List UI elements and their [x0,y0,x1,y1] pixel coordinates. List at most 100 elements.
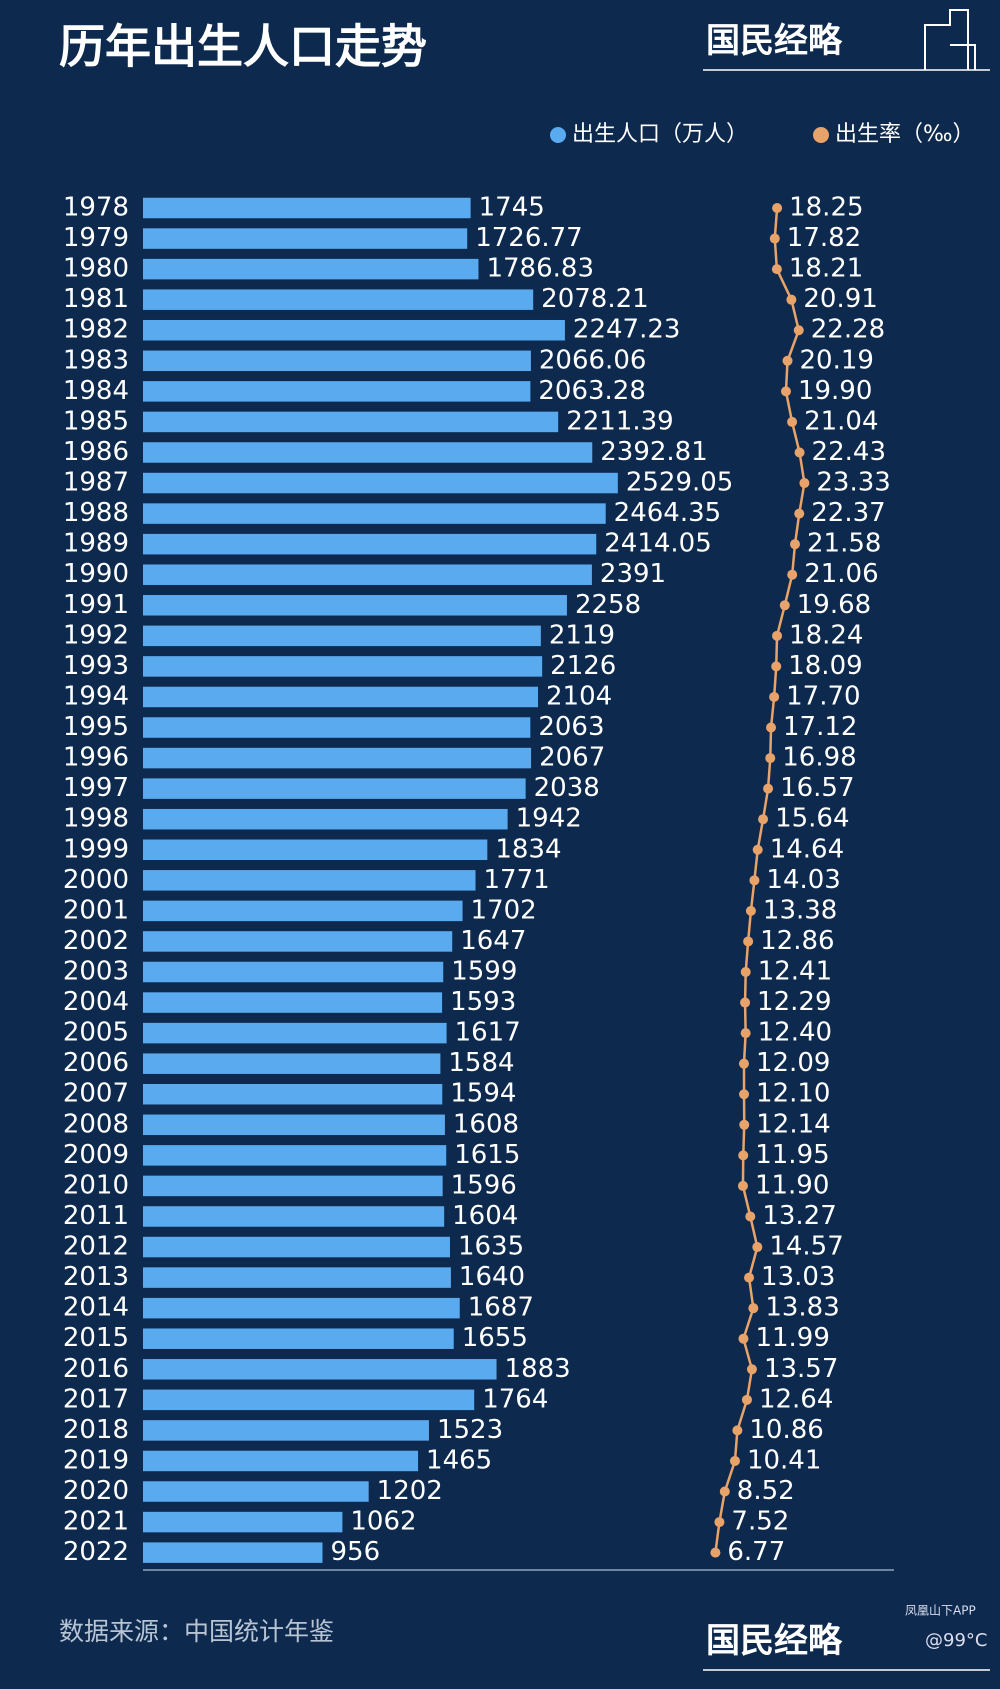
rate-value-label: 18.25 [789,193,863,223]
rate-value-label: 22.28 [811,315,885,345]
bar [143,778,526,799]
rate-point [772,203,783,213]
rate-point [740,1028,751,1039]
y-tick-label: 2004 [63,987,129,1017]
y-tick-label: 1981 [63,284,129,314]
rate-point [738,1333,749,1344]
bar [143,1481,369,1502]
bar [143,1267,451,1288]
rate-value-label: 11.99 [755,1323,829,1353]
bar [143,686,539,708]
rate-point [787,416,798,427]
bar-value-label: 1584 [448,1048,514,1078]
bar-value-label: 956 [330,1537,380,1567]
rate-value-label: 21.58 [807,529,881,559]
rate-point [710,1547,721,1558]
rate-value-label: 20.91 [803,284,877,314]
y-tick-label: 2001 [63,895,129,925]
rate-value-label: 16.98 [782,743,856,773]
rate-point [771,661,782,672]
y-tick-label: 1988 [63,498,129,528]
y-tick-label: 1996 [63,743,129,773]
rate-point [749,875,760,886]
bar [143,381,531,402]
rate-point [743,936,754,947]
bar [143,992,443,1013]
bar-value-label: 2258 [575,590,641,620]
y-tick-label: 1978 [63,193,129,223]
bar [143,258,479,280]
y-tick-label: 1979 [63,223,129,253]
bar-value-label: 1604 [452,1201,518,1231]
bar [143,1175,443,1197]
rate-value-label: 12.41 [758,957,832,987]
y-tick-label: 2009 [63,1140,129,1170]
y-tick-label: 2015 [63,1323,129,1353]
rate-value-label: 12.14 [756,1109,830,1139]
rate-value-label: 18.09 [788,651,862,681]
y-tick-label: 2003 [63,957,129,987]
bar [143,564,592,585]
bar [143,808,508,830]
y-tick-label: 2002 [63,926,129,956]
rate-value-label: 12.64 [759,1384,833,1414]
rate-value-label: 23.33 [816,468,890,498]
rate-value-label: 11.95 [755,1140,829,1170]
rate-point [740,997,751,1008]
bar-value-label: 1594 [450,1079,516,1109]
rate-point [769,691,780,702]
watermark: 凤凰山下APP [905,1604,976,1618]
bar [143,900,463,922]
bar-value-label: 2104 [546,681,612,711]
bar [143,1420,429,1441]
bar-value-label: 2063 [538,712,604,742]
y-tick-label: 1991 [63,590,129,620]
bar-value-label: 1647 [460,926,526,956]
bar-value-label: 1599 [451,957,517,987]
bar [143,442,593,463]
bar-value-label: 2464.35 [614,498,722,528]
bar [143,931,453,952]
bar [143,1206,445,1227]
bar-value-label: 1726.77 [475,223,583,253]
rate-point [729,1455,740,1466]
rate-value-label: 14.57 [769,1232,843,1262]
bar [143,350,531,372]
y-tick-label: 1989 [63,529,129,559]
rate-point [769,233,780,244]
bar [143,870,476,891]
bar-value-label: 1465 [426,1445,492,1475]
bar-value-label: 1883 [505,1354,571,1384]
y-tick-label: 2017 [63,1384,129,1414]
bar [143,839,488,861]
brand-logo: 国民经略 [706,1621,843,1661]
rate-point [752,1242,763,1253]
rate-value-label: 19.68 [797,590,871,620]
bar-value-label: 1635 [458,1232,524,1262]
bar [143,289,534,310]
rate-value-label: 17.82 [787,223,861,253]
bar-value-label: 1062 [350,1507,416,1537]
rate-point [739,1089,750,1100]
bar [143,1145,447,1166]
y-tick-label: 1984 [63,376,129,406]
y-tick-label: 2014 [63,1293,129,1323]
source: 数据来源：中国统计年鉴 [59,1617,334,1646]
y-tick-label: 1985 [63,406,129,436]
rate-point [740,967,751,977]
y-tick-label: 2012 [63,1232,129,1262]
rate-value-label: 12.29 [757,987,831,1017]
rate-point [758,814,769,825]
bar [143,1114,445,1136]
bar [143,1297,460,1319]
rate-point [787,569,798,580]
rate-point [763,783,774,794]
bar-value-label: 2529.05 [626,468,734,498]
bar [143,717,531,738]
y-tick-label: 1994 [63,681,129,711]
bar-value-label: 2247.23 [573,315,681,345]
y-tick-label: 1987 [63,468,129,498]
bar-value-label: 2392.81 [600,437,708,467]
brand-logo: 国民经略 [706,21,843,61]
y-tick-label: 2020 [63,1476,129,1506]
